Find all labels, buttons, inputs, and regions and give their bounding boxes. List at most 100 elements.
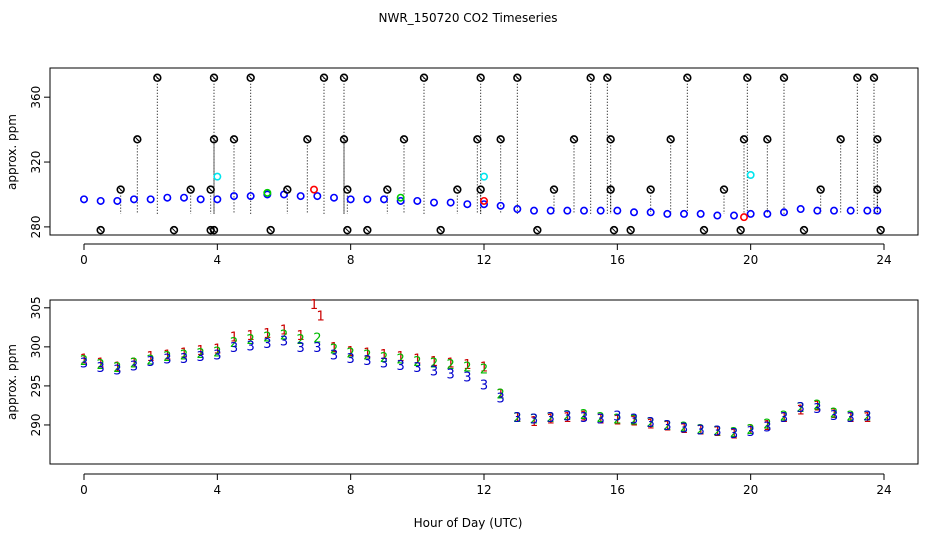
data-point: 2 (580, 408, 588, 423)
data-point: 3 (580, 411, 588, 426)
data-point (419, 73, 429, 82)
data-point: 1 (713, 425, 721, 440)
data-point: 2 (513, 411, 521, 426)
data-point: 2 (730, 426, 738, 441)
data-point (429, 198, 438, 207)
point-ring (206, 185, 215, 194)
data-point: 2 (330, 342, 338, 357)
point-cross (515, 75, 520, 80)
data-point: 3 (163, 353, 171, 368)
data-point: 1 (113, 360, 121, 375)
point-cross (421, 75, 427, 80)
data-point (339, 135, 349, 144)
data-point (473, 135, 482, 144)
data-point (346, 195, 355, 204)
data-point (329, 193, 338, 202)
data-point: 3 (180, 352, 188, 367)
point-cross (801, 227, 807, 233)
data-point (853, 73, 862, 82)
data-point: 1 (747, 423, 755, 438)
point-cross (685, 75, 690, 80)
data-point: 2 (480, 363, 488, 378)
data-point: 1 (213, 342, 221, 357)
data-point: 3 (80, 356, 88, 371)
data-point: 2 (380, 351, 388, 366)
data-point: 2 (547, 411, 555, 426)
data-point: 1 (397, 350, 405, 365)
data-point: 2 (130, 356, 138, 371)
data-point: 3 (613, 410, 621, 425)
data-point (479, 196, 488, 205)
data-point: 1 (647, 417, 655, 432)
data-point: 3 (380, 356, 388, 371)
data-point (206, 185, 215, 194)
point-ring (569, 135, 579, 144)
data-point: 2 (80, 354, 88, 369)
x-tick-label: 20 (743, 253, 758, 267)
top-plot-frame (49, 67, 919, 236)
data-point (876, 225, 885, 235)
data-point (666, 135, 675, 144)
data-point: 1 (613, 413, 621, 428)
point-ring (779, 73, 789, 82)
data-point: 3 (363, 354, 371, 369)
data-point: 3 (547, 411, 555, 426)
data-point: 3 (130, 360, 138, 375)
x-tick-label: 4 (214, 483, 222, 497)
point-ring (473, 135, 482, 144)
data-point (246, 73, 255, 82)
data-point (646, 185, 655, 194)
x-tick-label: 0 (80, 483, 88, 497)
data-point: 1 (663, 420, 671, 435)
data-point: 1 (80, 353, 88, 368)
data-point (646, 208, 655, 217)
data-point: 2 (497, 388, 505, 403)
data-point (319, 73, 329, 82)
data-point: 1 (430, 355, 438, 370)
data-point: 2 (113, 361, 121, 376)
data-point: 3 (647, 416, 655, 431)
point-cross (155, 75, 160, 80)
data-point (629, 208, 638, 217)
data-point: 3 (197, 350, 205, 365)
data-point: 2 (363, 349, 371, 364)
data-point: 2 (313, 331, 321, 346)
chart-title: NWR_150720 CO2 Timeseries (379, 11, 558, 25)
data-point (606, 185, 615, 194)
data-point (713, 211, 722, 220)
data-point (446, 198, 455, 207)
data-point: 1 (230, 331, 238, 346)
data-point (479, 200, 488, 209)
data-point: 1 (163, 349, 171, 364)
point-ring (719, 185, 729, 194)
point-ring (116, 185, 125, 194)
point-cross (855, 75, 860, 80)
point-cross (611, 227, 617, 233)
point-ring (816, 185, 825, 194)
point-cross (248, 75, 253, 80)
point-ring (453, 185, 462, 194)
point-ring (436, 225, 445, 235)
point-cross (208, 187, 213, 192)
data-point: 2 (180, 349, 188, 364)
data-point: 1 (813, 399, 821, 414)
y-tick-label: 290 (29, 413, 43, 436)
data-point: 3 (480, 378, 488, 393)
point-cross (551, 187, 557, 192)
point-ring (646, 185, 655, 194)
point-cross (648, 187, 653, 192)
point-ring (873, 135, 882, 144)
data-point: 3 (330, 349, 338, 364)
point-ring (266, 225, 275, 235)
data-point: 1 (97, 356, 105, 371)
data-point (569, 135, 579, 144)
point-cross (135, 137, 140, 142)
y-tick-label: 360 (29, 86, 43, 109)
data-point: 1 (197, 344, 205, 359)
data-point (266, 225, 275, 235)
data-point (513, 205, 522, 214)
data-point (746, 209, 755, 218)
data-point: 1 (547, 413, 555, 428)
point-cross (478, 75, 483, 80)
